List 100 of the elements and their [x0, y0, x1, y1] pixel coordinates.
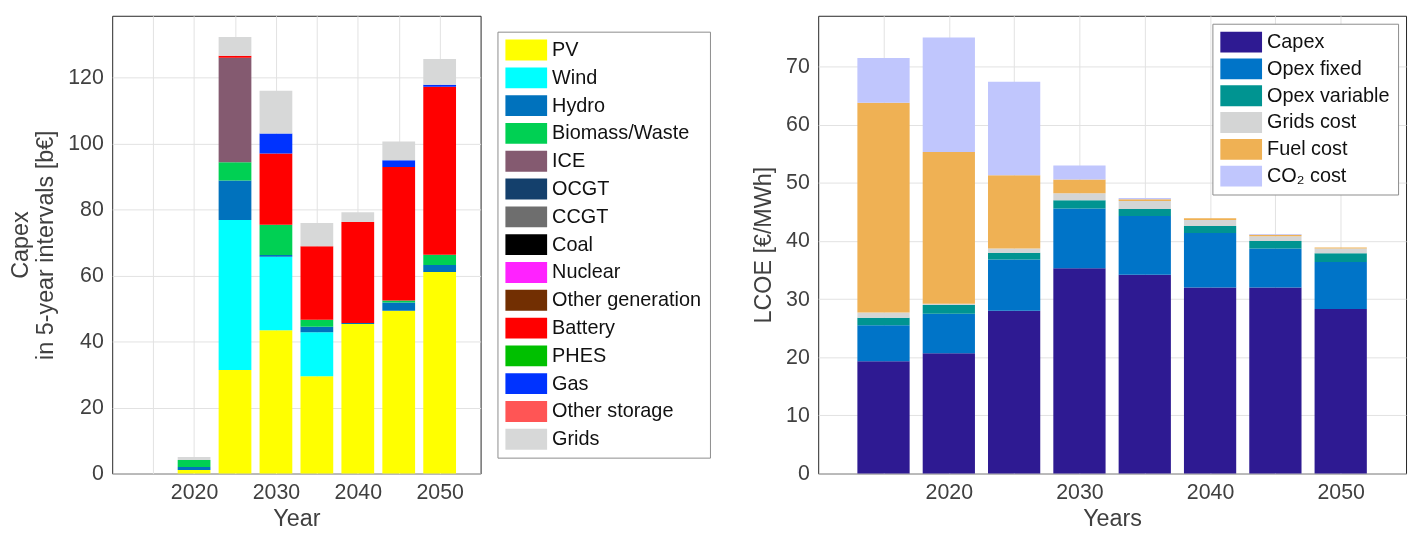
- bar: [1249, 236, 1302, 242]
- y-tick-label: 60: [80, 262, 104, 287]
- bar: [922, 353, 975, 474]
- bar: [857, 325, 910, 362]
- y-tick-label: 70: [786, 54, 810, 79]
- bar: [218, 220, 252, 370]
- bar: [1249, 248, 1302, 288]
- legend-label: Opex fixed: [1267, 56, 1362, 79]
- legend-label: Fuel cost: [1267, 137, 1348, 160]
- bar: [259, 330, 293, 474]
- bar: [922, 313, 975, 354]
- y-tick-label: 50: [786, 170, 810, 195]
- bar: [177, 466, 211, 470]
- x-tick-label: 2030: [252, 479, 301, 504]
- bar: [300, 332, 334, 377]
- bar: [1314, 309, 1367, 474]
- bar: [857, 312, 910, 318]
- bar: [218, 162, 252, 181]
- x-tick-label: 2020: [170, 479, 219, 504]
- bar: [857, 57, 910, 103]
- legend-label: PV: [552, 37, 580, 60]
- y-tick-label: 40: [786, 228, 810, 253]
- legend-label: Capex: [1267, 30, 1325, 53]
- bar: [922, 37, 975, 153]
- bar: [857, 361, 910, 474]
- y-tick-label: 20: [786, 344, 810, 369]
- bar: [1118, 200, 1171, 210]
- y-tick-label: 10: [786, 402, 810, 427]
- bar: [341, 222, 375, 324]
- bar: [423, 271, 457, 474]
- bar: [922, 304, 975, 314]
- bar: [1183, 225, 1237, 233]
- bar: [382, 310, 416, 474]
- bar: [1118, 209, 1171, 217]
- y-axis-title: Capex in 5-year intervals [b€]: [6, 130, 59, 360]
- legend-label: CCGT: [552, 204, 609, 227]
- y-tick-label: 30: [786, 286, 810, 311]
- bar: [1118, 216, 1171, 275]
- bar: [259, 133, 293, 154]
- bar: [988, 248, 1041, 253]
- legend-label: Other storage: [552, 399, 674, 422]
- y-axis-title: LCOE [€/MWh]: [750, 166, 777, 324]
- bar: [423, 264, 457, 272]
- x-axis-title: Years: [1083, 505, 1143, 532]
- bar: [259, 224, 293, 256]
- bar: [1053, 193, 1106, 201]
- bar: [259, 153, 293, 225]
- legend-label: Nuclear: [552, 260, 621, 283]
- bar: [1183, 287, 1237, 474]
- legend-label: Biomass/Waste: [552, 121, 690, 144]
- x-tick-label: 2040: [1186, 479, 1235, 504]
- y-tick-label: 0: [797, 460, 810, 485]
- bar: [1183, 220, 1237, 226]
- bar: [300, 319, 334, 327]
- bar: [1053, 165, 1106, 180]
- bar: [218, 57, 252, 163]
- legend-label: Wind: [552, 65, 598, 88]
- y-tick-label: 20: [80, 394, 104, 419]
- bar: [382, 160, 416, 167]
- bar: [177, 469, 211, 474]
- y-tick-label: 120: [68, 64, 104, 89]
- legend-label: Coal: [552, 232, 593, 255]
- legend-label: Grids: [552, 427, 600, 450]
- bar: [1053, 200, 1106, 209]
- bar: [300, 376, 334, 474]
- x-tick-label: 2050: [416, 479, 465, 504]
- bar: [922, 152, 975, 304]
- bar: [1183, 232, 1237, 288]
- x-tick-label: 2050: [1317, 479, 1366, 504]
- legend-label: Other generation: [552, 288, 702, 311]
- bar: [988, 252, 1041, 260]
- bar: [177, 460, 211, 467]
- legend-label: Hydro: [552, 93, 606, 116]
- legend-label: Opex variable: [1267, 83, 1390, 106]
- bar: [1053, 268, 1106, 474]
- bar: [857, 102, 910, 313]
- legend-label: PHES: [552, 343, 607, 366]
- bar: [218, 180, 252, 221]
- legend-label: Grids cost: [1267, 110, 1357, 133]
- bar: [988, 310, 1041, 474]
- bar: [988, 259, 1041, 311]
- y-tick-label: 60: [786, 112, 810, 137]
- bar: [423, 86, 457, 255]
- bar: [1314, 253, 1367, 262]
- bar: [423, 254, 457, 265]
- bar: [300, 246, 334, 320]
- bar: [1249, 241, 1302, 249]
- legend-label: CO₂ cost: [1267, 164, 1347, 187]
- bar: [988, 175, 1041, 249]
- bar: [382, 166, 416, 301]
- legend-label: ICE: [552, 149, 586, 172]
- bar: [382, 302, 416, 311]
- legend-label: OCGT: [552, 177, 610, 200]
- x-axis-title: Year: [273, 505, 321, 532]
- y-tick-label: 100: [68, 130, 104, 155]
- y-tick-label: 40: [80, 328, 104, 353]
- y-tick-label: 80: [80, 196, 104, 221]
- y-tick-label: 0: [91, 460, 104, 485]
- bar: [1314, 261, 1367, 310]
- bar: [857, 317, 910, 326]
